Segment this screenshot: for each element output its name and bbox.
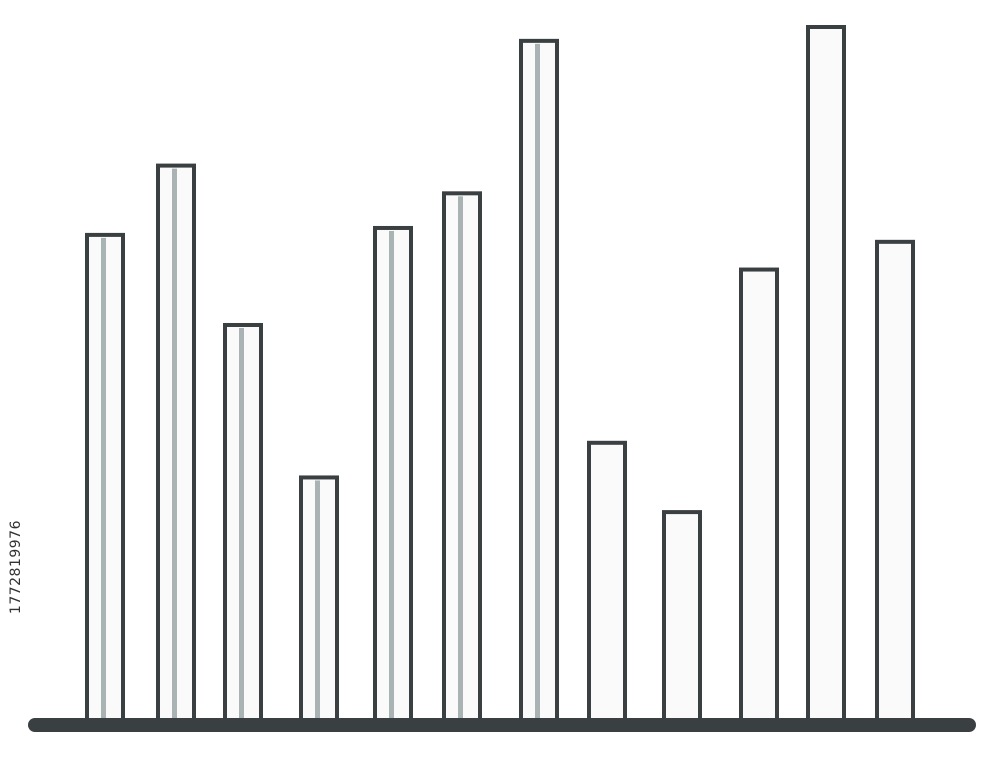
bar-highlight [172, 168, 177, 720]
bar-highlight [458, 196, 463, 719]
bar [662, 510, 702, 722]
bar [587, 440, 627, 722]
bar [806, 25, 846, 722]
bar-highlight [389, 230, 394, 719]
baseline [28, 718, 976, 732]
bar-highlight [535, 43, 540, 720]
bar-highlight [315, 480, 320, 719]
bar [875, 239, 915, 723]
bar-highlight [239, 327, 244, 719]
watermark-id: 1772819976 [8, 520, 24, 615]
bar-highlight [101, 237, 106, 719]
bar [739, 267, 779, 722]
